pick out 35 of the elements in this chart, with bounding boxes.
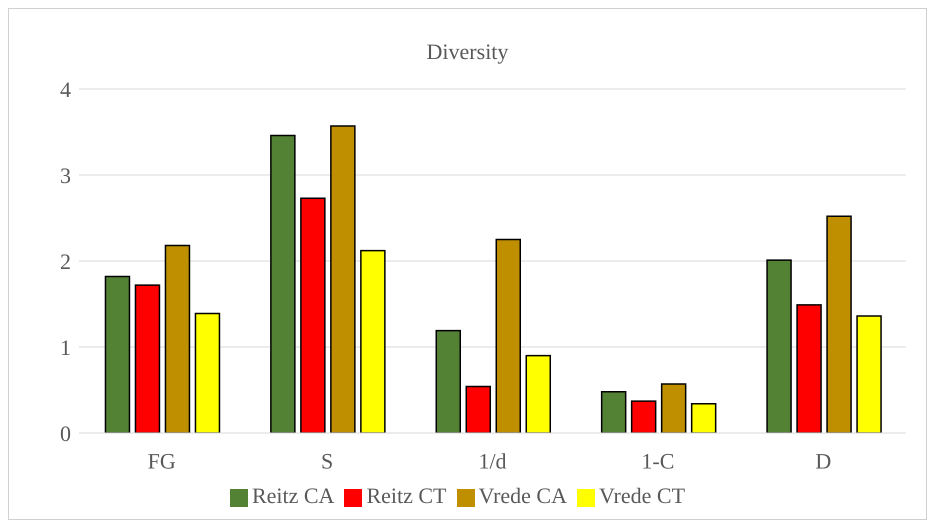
- bar: [826, 216, 852, 433]
- bar: [856, 315, 882, 433]
- bar: [270, 134, 296, 433]
- y-tick-label: 4: [60, 76, 71, 102]
- bar: [766, 259, 792, 433]
- y-tick-label: 1: [60, 334, 71, 360]
- bar: [104, 276, 130, 433]
- bar: [330, 125, 356, 433]
- chart-title: Diversity: [426, 38, 510, 66]
- bar: [526, 354, 552, 433]
- bar: [496, 238, 522, 433]
- x-tick-label: D: [815, 448, 832, 474]
- x-tick-label: 1-C: [641, 448, 674, 474]
- bar: [164, 244, 190, 433]
- y-tick-label: 0: [60, 420, 71, 446]
- bar: [796, 304, 822, 433]
- bar: [600, 390, 626, 433]
- bar: [690, 403, 716, 433]
- bar: [436, 330, 462, 433]
- bar: [194, 312, 220, 433]
- bar: [466, 386, 492, 433]
- x-tick-label: S: [320, 448, 334, 474]
- bar: [134, 284, 160, 433]
- legend-label: Vrede CA: [478, 483, 567, 508]
- x-tick-label: FG: [148, 448, 176, 474]
- legend-label: Reitz CA: [252, 483, 334, 508]
- y-tick-label: 3: [60, 162, 71, 188]
- legend-label: Vrede CT: [598, 483, 686, 508]
- x-tick-label: 1/d: [478, 448, 507, 474]
- y-tick-label: 2: [60, 248, 71, 274]
- bar: [360, 250, 386, 433]
- bar: [630, 400, 656, 433]
- bar: [300, 197, 326, 433]
- legend-label: Reitz CT: [366, 483, 446, 508]
- bar: [660, 383, 686, 433]
